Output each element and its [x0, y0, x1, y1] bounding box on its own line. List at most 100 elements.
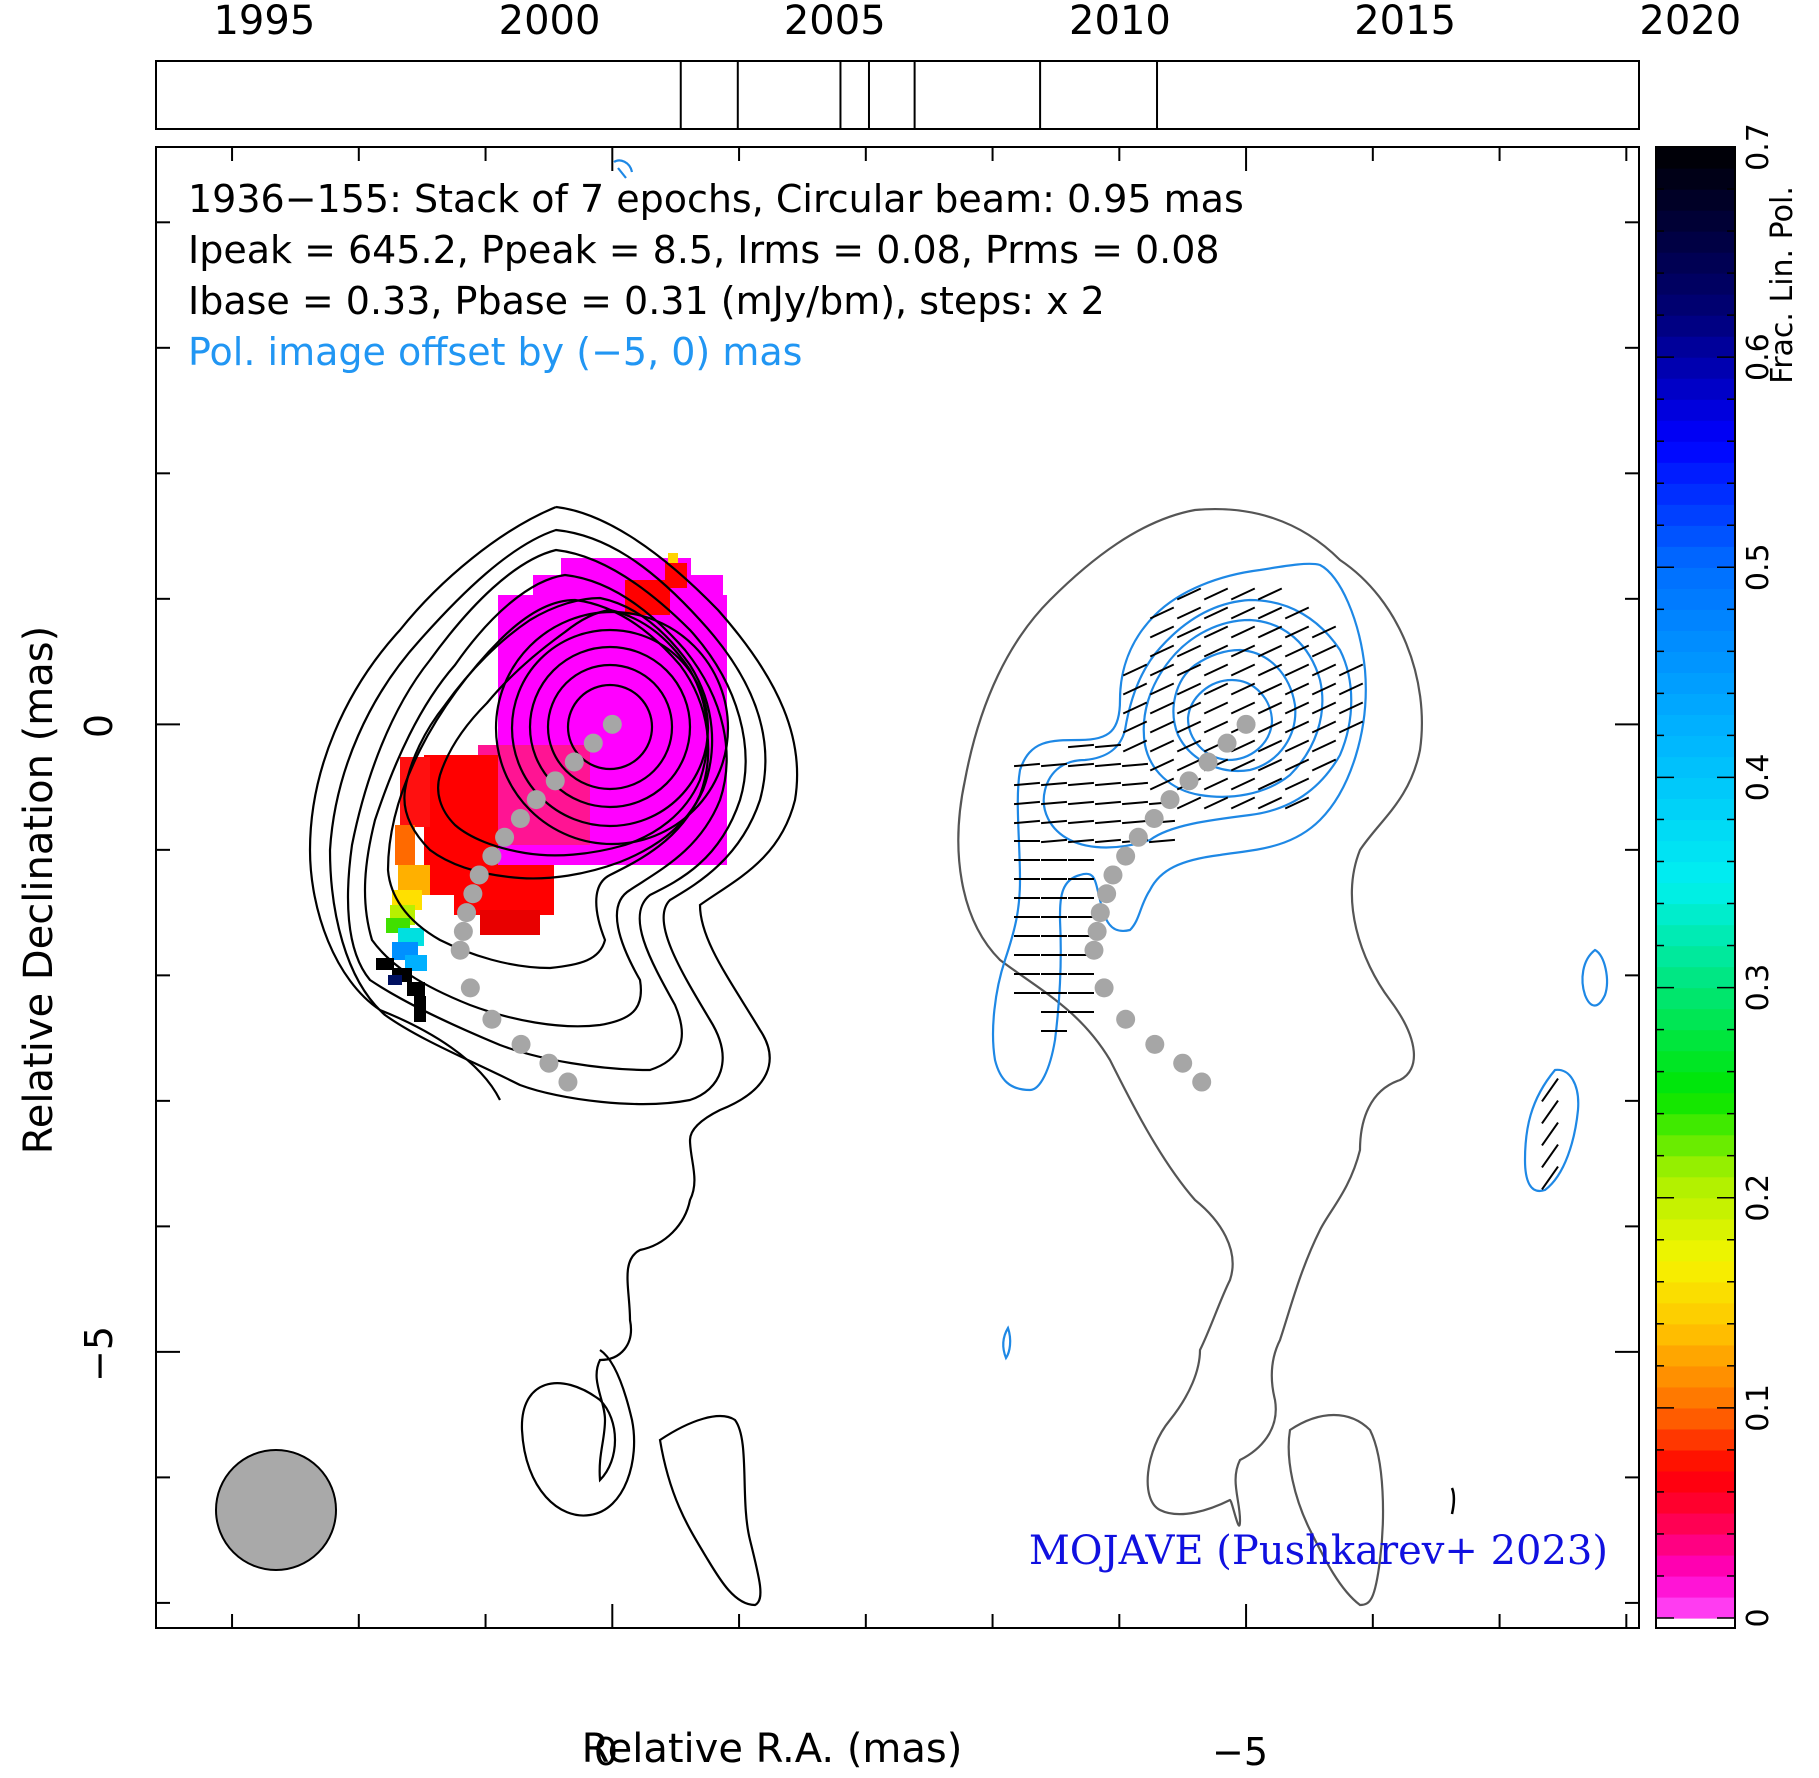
pol-offset-note: Pol. image offset by (−5, 0) mas — [188, 330, 802, 374]
evpa-tick-100 — [1203, 796, 1229, 810]
colorbar-cell — [1656, 1134, 1735, 1157]
evpa-tick-115 — [1148, 838, 1176, 844]
evpa-tick-17 — [1149, 644, 1175, 658]
colorbar-tick-label-0: 0 — [1741, 1608, 1776, 1627]
colorbar-cell — [1656, 840, 1735, 863]
evpa-tick-4 — [1149, 606, 1175, 620]
colorbar-cell — [1656, 1533, 1735, 1556]
colorbar-cell — [1656, 525, 1735, 547]
evpa-tick-105 — [1040, 819, 1068, 825]
evpa-tick-5 — [1176, 606, 1202, 620]
colorbar-cell — [1656, 714, 1735, 736]
evpa-tick-85 — [1094, 781, 1122, 787]
colorbar-cell — [1656, 483, 1735, 505]
evpa-tick-13 — [1230, 625, 1256, 639]
stokes-i-contours — [308, 505, 799, 1607]
colorbar-cell — [1656, 882, 1735, 905]
colorbar-cell — [1656, 1491, 1735, 1514]
ridge-midpoint-offset-3 — [1116, 846, 1136, 866]
colorbar-cell — [1656, 420, 1735, 442]
map-panel: 1936−155: Stack of 7 epochs, Circular be… — [155, 146, 1640, 1629]
evpa-tick-30 — [1284, 663, 1310, 677]
colorbar-cell — [1656, 504, 1735, 526]
evpa-tick-92 — [1284, 777, 1310, 791]
colorbar-cell — [1656, 294, 1735, 316]
evpa-tick-44 — [1176, 701, 1202, 715]
evpa-tick-112 — [1067, 838, 1095, 844]
ridge-point-3 — [495, 827, 515, 847]
ridge-point-offset-10 — [1173, 1053, 1193, 1073]
ridge-midpoint-offset-0 — [1217, 733, 1237, 753]
colorbar-cell — [1656, 1323, 1735, 1346]
evpa-tick-14 — [1257, 625, 1283, 639]
evpa-tick-83 — [1040, 781, 1068, 787]
evpa-tick-57 — [1284, 720, 1310, 734]
colorbar-cell — [1656, 1176, 1735, 1199]
evpa-tick-38 — [1257, 682, 1283, 696]
ridge-point-11 — [558, 1072, 578, 1092]
evpa-tick-107 — [1094, 819, 1122, 825]
stokes-i-outline-contour — [957, 508, 1423, 1607]
colorbar-cell — [1656, 252, 1735, 274]
evpa-tick-106 — [1067, 819, 1095, 825]
colorbar-tick-label-4: 0.4 — [1741, 754, 1776, 802]
colorbar-tick-label-1: 0.1 — [1741, 1384, 1776, 1432]
colorbar-cell — [1656, 1428, 1735, 1451]
evpa-tick-71 — [1040, 762, 1068, 768]
evpa-tick-32 — [1338, 663, 1364, 677]
evpa-tick-79 — [1257, 758, 1283, 772]
colorbar-cell — [1656, 756, 1735, 779]
colorbar-cell — [1656, 861, 1735, 884]
ridge-point-offset-6 — [1084, 940, 1104, 960]
ridge-point-5 — [457, 903, 477, 923]
evpa-tick-68 — [1284, 739, 1310, 753]
evpa-tick-12 — [1203, 625, 1229, 639]
credit-text: MOJAVE (Pushkarev+ 2023) — [1029, 1528, 1608, 1574]
evpa-tick-58 — [1311, 720, 1337, 734]
colorbar-cell — [1656, 630, 1735, 652]
colorbar-cell — [1656, 1029, 1735, 1052]
ridge-point-6 — [450, 940, 470, 960]
colorbar-cell — [1656, 798, 1735, 821]
evpa-tick-145 — [1541, 1121, 1559, 1147]
year-label-2015: 2015 — [1354, 0, 1456, 44]
colorbar-cell — [1656, 735, 1735, 758]
colorbar-cell — [1656, 1113, 1735, 1136]
evpa-tick-90 — [1230, 777, 1256, 791]
evpa-tick-50 — [1338, 701, 1364, 715]
colorbar-gradient — [1656, 147, 1735, 1619]
ridge-point-offset-5 — [1090, 903, 1110, 923]
evpa-tick-143 — [1541, 1077, 1559, 1103]
ridge-point-offset-3 — [1128, 827, 1148, 847]
colorbar-cell — [1656, 1197, 1735, 1220]
beam-ellipse — [215, 1449, 337, 1571]
colorbar-cell — [1656, 1155, 1735, 1178]
evpa-tick-18 — [1176, 644, 1202, 658]
evpa-tick-2 — [1230, 587, 1256, 601]
evpa-tick-0 — [1176, 587, 1202, 601]
colorbar-cell — [1656, 1260, 1735, 1283]
ridge-midpoint-1 — [545, 771, 565, 791]
colorbar-cell — [1656, 1092, 1735, 1115]
evpa-tick-49 — [1311, 701, 1337, 715]
colorbar-cell — [1656, 588, 1735, 610]
colorbar-cell — [1656, 567, 1735, 589]
colorbar-cell — [1656, 231, 1735, 253]
evpa-tick-87 — [1149, 777, 1175, 791]
evpa-tick-26 — [1176, 663, 1202, 677]
evpa-tick-89 — [1203, 777, 1229, 791]
evpa-tick-93 — [1013, 800, 1041, 806]
evpa-tick-16 — [1311, 625, 1337, 639]
colorbar-cell — [1656, 1050, 1735, 1073]
colorbar-cell — [1656, 609, 1735, 631]
year-label-2020: 2020 — [1639, 0, 1741, 44]
colorbar-ticks: 0 0.1 0.2 0.3 0.4 0.5 0.6 0.7 — [1656, 123, 1776, 1628]
evpa-tick-63 — [1149, 739, 1175, 753]
colorbar-cell — [1656, 273, 1735, 295]
polarized-intensity-contours — [613, 159, 1609, 1361]
evpa-tick-104 — [1013, 819, 1041, 825]
ridge-point-2 — [526, 790, 546, 810]
evpa-tick-28 — [1230, 663, 1256, 677]
evpa-tick-70 — [1013, 762, 1041, 768]
evpa-tick-102 — [1257, 796, 1283, 810]
